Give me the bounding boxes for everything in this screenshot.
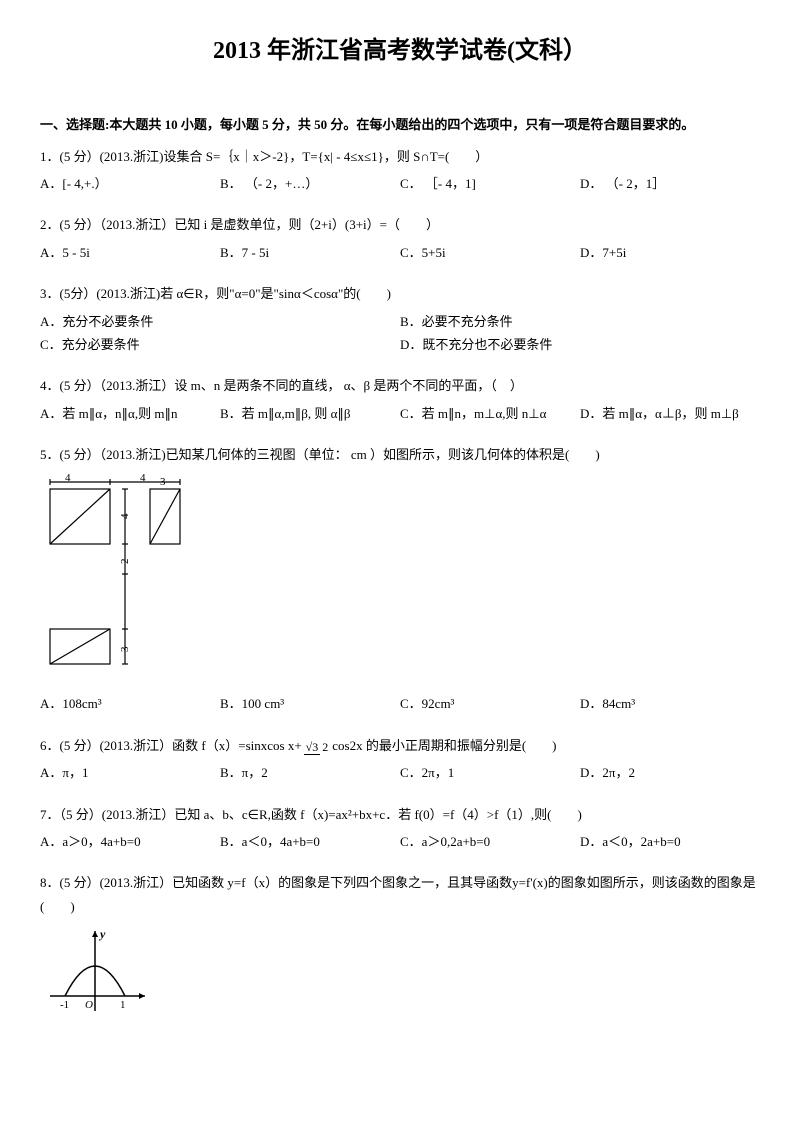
q8-text: 8．(5 分）(2013.浙江）已知函数 y=f（x）的图象是下列四个图象之一，… [40,871,760,918]
q6-text-before: 6．(5 分）(2013.浙江）函数 f（x）=sinxcos x+ [40,738,302,753]
q6-text: 6．(5 分）(2013.浙江）函数 f（x）=sinxcos x+√32cos… [40,734,760,757]
svg-text:1: 1 [120,999,126,1011]
q7-option-c: C．a＞0,2a+b=0 [400,830,580,853]
q4-text: 4．(5 分）（2013.浙江）设 m、n 是两条不同的直线， α、β 是两个不… [40,374,760,397]
svg-text:O: O [85,999,93,1011]
q1-option-c: C． ［- 4，1] [400,172,580,195]
q5-option-a: A．108cm³ [40,692,220,715]
q6-option-d: D．2π，2 [580,761,760,784]
q2-option-b: B．7 - 5i [220,241,400,264]
svg-text:y: y [98,927,106,941]
q2-text: 2．(5 分）（2013.浙江）已知 i 是虚数单位，则（2+i）(3+i）=（… [40,213,760,236]
q6-fraction: √32 [304,741,331,753]
q8-diagram: -1 1 O y [40,926,760,1016]
q5-options: A．108cm³ B．100 cm³ C．92cm³ D．84cm³ [40,692,760,715]
svg-text:4: 4 [119,513,131,519]
q4-option-a: A．若 m∥α，n∥α,则 m∥n [40,402,220,425]
q2-options: A．5 - 5i B．7 - 5i C．5+5i D．7+5i [40,241,760,264]
q4-options: A．若 m∥α，n∥α,则 m∥n B．若 m∥α,m∥β, 则 α∥β C．若… [40,402,760,425]
q3-option-c: C．充分必要条件 [40,333,400,356]
question-5: 5．(5 分）（2013.浙江)已知某几何体的三视图（单位： cm ）如图所示，… [40,443,760,716]
q4-option-b: B．若 m∥α,m∥β, 则 α∥β [220,402,400,425]
q5-option-b: B．100 cm³ [220,692,400,715]
svg-text:3: 3 [119,646,131,652]
question-6: 6．(5 分）(2013.浙江）函数 f（x）=sinxcos x+√32cos… [40,734,760,785]
q3-option-d: D．既不充分也不必要条件 [400,333,760,356]
q6-frac-den: 2 [320,740,330,754]
q1-options: A．[- 4,+.） B． （- 2，+…） C． ［- 4，1] D． （- … [40,172,760,195]
question-2: 2．(5 分）（2013.浙江）已知 i 是虚数单位，则（2+i）(3+i）=（… [40,213,760,264]
q2-option-c: C．5+5i [400,241,580,264]
q6-option-b: B．π，2 [220,761,400,784]
question-7: 7．（5 分）(2013.浙江）已知 a、b、c∈R,函数 f（x)=ax²+b… [40,803,760,854]
section-header: 一、选择题:本大题共 10 小题，每小题 5 分，共 50 分。在每小题给出的四… [40,113,760,136]
q4-option-c: C．若 m∥n，m⊥α,则 n⊥α [400,402,580,425]
q5-option-c: C．92cm³ [400,692,580,715]
q7-option-d: D．a＜0，2a+b=0 [580,830,760,853]
q2-option-a: A．5 - 5i [40,241,220,264]
question-8: 8．(5 分）(2013.浙江）已知函数 y=f（x）的图象是下列四个图象之一，… [40,871,760,1016]
q3-options: A．充分不必要条件 B．必要不充分条件 C．充分必要条件 D．既不充分也不必要条… [40,310,760,357]
svg-text:-1: -1 [60,999,69,1011]
q6-text-after: cos2x 的最小正周期和振幅分别是( ) [332,738,556,753]
page-title: 2013 年浙江省高考数学试卷(文科） [40,30,760,73]
q6-options: A．π，1 B．π，2 C．2π，1 D．2π，2 [40,761,760,784]
q6-option-c: C．2π，1 [400,761,580,784]
question-4: 4．(5 分）（2013.浙江）设 m、n 是两条不同的直线， α、β 是两个不… [40,374,760,425]
q5-text: 5．(5 分）（2013.浙江)已知某几何体的三视图（单位： cm ）如图所示，… [40,443,760,466]
q2-option-d: D．7+5i [580,241,760,264]
q6-frac-num: √3 [304,740,321,755]
q1-text: 1．(5 分）(2013.浙江)设集合 S=｛x｜x＞-2}，T={x| - 4… [40,145,760,168]
q7-text: 7．（5 分）(2013.浙江）已知 a、b、c∈R,函数 f（x)=ax²+b… [40,803,760,826]
q1-option-a: A．[- 4,+.） [40,172,220,195]
q3-option-a: A．充分不必要条件 [40,310,400,333]
svg-text:2: 2 [119,559,131,565]
q1-option-b: B． （- 2，+…） [220,172,400,195]
q5-option-d: D．84cm³ [580,692,760,715]
q5-diagram: 4 4 3 4 2 [40,474,760,684]
svg-text:4: 4 [65,474,71,484]
question-1: 1．(5 分）(2013.浙江)设集合 S=｛x｜x＞-2}，T={x| - 4… [40,145,760,196]
q7-options: A．a＞0，4a+b=0 B．a＜0，4a+b=0 C．a＞0,2a+b=0 D… [40,830,760,853]
q7-option-b: B．a＜0，4a+b=0 [220,830,400,853]
q3-text: 3．(5分）(2013.浙江)若 α∈R，则"α=0"是"sinα＜cosα"的… [40,282,760,305]
svg-text:3: 3 [160,476,166,488]
q7-option-a: A．a＞0，4a+b=0 [40,830,220,853]
q1-option-d: D． （- 2，1］ [580,172,760,195]
q3-option-b: B．必要不充分条件 [400,310,760,333]
q4-option-d: D．若 m∥α，α⊥β，则 m⊥β [580,402,760,425]
question-3: 3．(5分）(2013.浙江)若 α∈R，则"α=0"是"sinα＜cosα"的… [40,282,760,356]
q6-option-a: A．π，1 [40,761,220,784]
